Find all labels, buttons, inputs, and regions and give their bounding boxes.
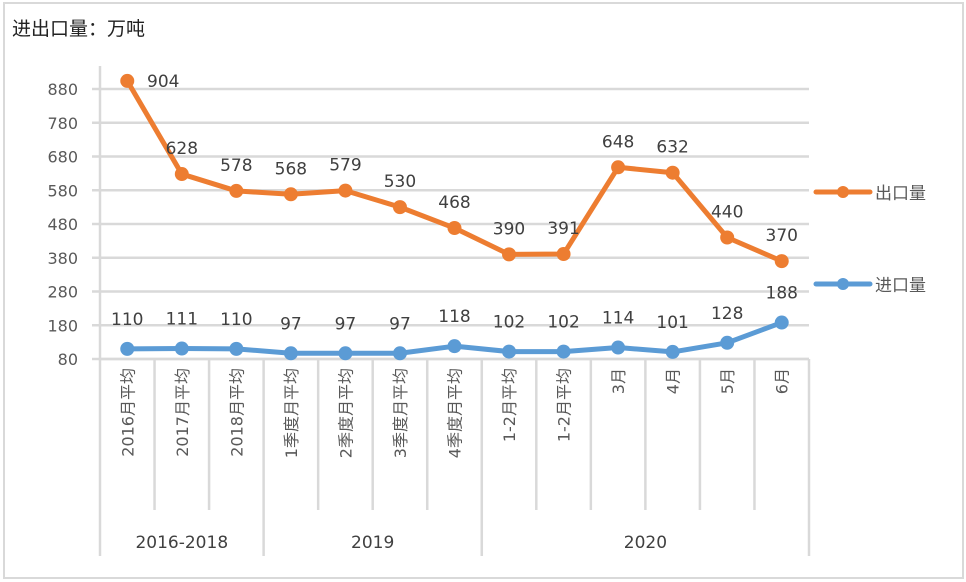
series-lines [120,73,789,361]
x-group-label: 2020 [624,533,667,553]
data-label: 904 [147,72,179,92]
x-category-label: 4月 [664,368,683,394]
data-labels: 904 628 578 568 579 530 468 390 391 648 632 440 370 1… [111,72,798,334]
x-category-label: 3季度月平均 [391,368,410,458]
data-point [447,339,462,354]
data-point [392,200,407,215]
x-group-label: 2016-2018 [135,533,228,553]
chart-frame [3,2,964,579]
data-label: 111 [166,310,198,330]
data-point [174,341,189,356]
legend-label: 进口量 [875,276,926,296]
data-label: 114 [602,309,634,329]
y-tick-label: 80 [58,350,78,369]
data-label: 578 [220,156,252,176]
data-label: 648 [602,132,634,152]
data-point [120,73,135,88]
data-label: 628 [166,139,198,159]
data-point [774,254,789,269]
y-tick-label: 280 [47,283,78,302]
x-category-label: 1-2月平均 [500,368,519,442]
x-group-label: 2019 [351,533,394,553]
data-point [229,183,244,198]
y-tick-label: 580 [47,181,78,200]
x-category-label: 2018月平均 [227,368,246,457]
legend-label: 出口量 [875,184,926,204]
data-label: 440 [711,203,743,223]
data-label: 391 [547,219,579,239]
data-label: 110 [220,310,252,330]
data-point [447,221,462,236]
x-category-label: 2016月平均 [118,368,137,457]
data-point [556,247,571,262]
data-label: 370 [766,226,798,246]
x-category-label: 1-2月平均 [555,368,574,442]
x-category-label: 2季度月平均 [336,368,355,458]
data-label: 97 [280,314,302,334]
y-tick-label: 480 [47,215,78,234]
y-tick-label: 380 [47,249,78,268]
data-label: 97 [335,314,357,334]
y-tick-label: 880 [47,80,78,99]
y-tick-label: 780 [47,114,78,133]
y-axis-ticks: 880 780 680 580 480 380 280 180 80 [47,80,78,369]
x-category-label: 6月 [773,368,792,394]
data-point [556,344,571,359]
data-point [229,341,244,356]
data-label: 390 [493,219,525,239]
data-point [502,344,517,359]
chart-title: 进出口量：万吨 [12,18,146,40]
data-label: 632 [656,138,688,158]
data-label: 102 [493,313,525,333]
data-point [338,346,353,361]
data-point [502,247,517,262]
data-point [720,230,735,245]
x-category-label: 3月 [609,368,628,394]
data-label: 101 [656,313,688,333]
data-point [665,344,680,359]
data-label: 468 [438,193,470,213]
data-label: 128 [711,304,743,324]
data-point [338,183,353,198]
data-label: 568 [275,159,307,179]
data-label: 110 [111,310,143,330]
data-label: 118 [438,307,470,327]
data-point [665,165,680,180]
x-category-label: 1季度月平均 [282,368,301,458]
data-label: 188 [766,284,798,304]
data-point [611,340,626,355]
data-label: 97 [389,314,411,334]
data-label: 102 [547,313,579,333]
x-category-label: 5月 [718,368,737,394]
x-category-label: 2017月平均 [173,368,192,457]
y-tick-label: 680 [47,148,78,167]
legend-marker [837,278,849,290]
data-point [774,315,789,330]
data-point [611,160,626,175]
x-category-label: 4季度月平均 [446,368,465,458]
data-point [720,335,735,350]
x-axis: 2016月平均 2017月平均 2018月平均 1季度月平均 2季度月平均 3季度月平均 4… [98,357,811,556]
y-tick-label: 180 [47,316,78,335]
data-point [174,167,189,182]
data-point [283,187,298,202]
data-label: 579 [329,156,361,176]
data-point [283,346,298,361]
legend-marker [837,186,849,198]
data-label: 530 [384,172,416,192]
data-point [392,346,407,361]
data-point [120,341,135,356]
